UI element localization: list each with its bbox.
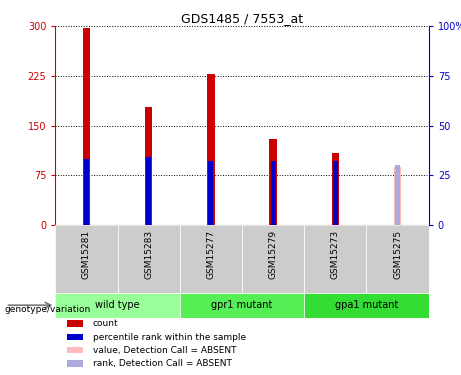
- Bar: [366, 225, 429, 292]
- Title: GDS1485 / 7553_at: GDS1485 / 7553_at: [181, 12, 303, 25]
- Text: GSM15279: GSM15279: [269, 230, 278, 279]
- Text: GSM15275: GSM15275: [393, 230, 402, 279]
- Bar: [395, 165, 400, 225]
- Bar: [394, 166, 402, 225]
- Bar: [83, 28, 90, 225]
- Bar: [118, 225, 180, 292]
- Bar: [180, 225, 242, 292]
- Bar: [55, 292, 180, 318]
- Bar: [333, 161, 338, 225]
- Text: gpa1 mutant: gpa1 mutant: [335, 300, 398, 310]
- Bar: [66, 360, 83, 366]
- Bar: [145, 107, 153, 225]
- Bar: [66, 334, 83, 340]
- Text: genotype/variation: genotype/variation: [5, 305, 91, 314]
- Text: count: count: [93, 319, 118, 328]
- Text: value, Detection Call = ABSENT: value, Detection Call = ABSENT: [93, 346, 236, 355]
- Bar: [180, 292, 304, 318]
- Text: gpr1 mutant: gpr1 mutant: [211, 300, 273, 310]
- Text: rank, Detection Call = ABSENT: rank, Detection Call = ABSENT: [93, 359, 231, 368]
- Bar: [331, 153, 339, 225]
- Text: GSM15281: GSM15281: [82, 230, 91, 279]
- Bar: [66, 347, 83, 353]
- Bar: [304, 225, 366, 292]
- Bar: [271, 161, 276, 225]
- Text: GSM15283: GSM15283: [144, 230, 153, 279]
- Bar: [55, 225, 118, 292]
- Bar: [66, 320, 83, 327]
- Bar: [304, 292, 429, 318]
- Bar: [269, 139, 277, 225]
- Bar: [242, 225, 304, 292]
- Bar: [84, 159, 89, 225]
- Text: wild type: wild type: [95, 300, 140, 310]
- Text: GSM15277: GSM15277: [207, 230, 215, 279]
- Text: percentile rank within the sample: percentile rank within the sample: [93, 333, 246, 342]
- Bar: [207, 74, 215, 225]
- Text: GSM15273: GSM15273: [331, 230, 340, 279]
- Bar: [146, 158, 151, 225]
- Bar: [208, 161, 213, 225]
